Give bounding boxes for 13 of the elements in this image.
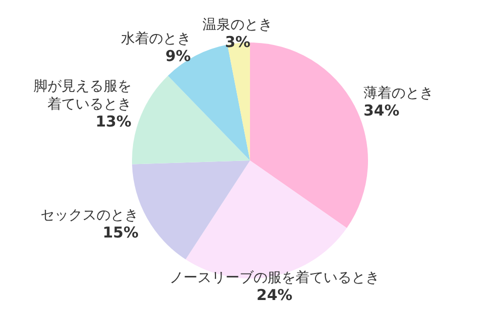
slice-label: セックスのとき	[40, 207, 138, 224]
data-label: 13%	[95, 112, 132, 130]
data-label: 9%	[165, 47, 191, 66]
data-label: 15%	[102, 223, 138, 242]
slice-label: ノースリーブの服を着ているとき	[169, 270, 380, 286]
slice-label: 薄着のとき	[363, 85, 434, 102]
pie-slice	[132, 76, 250, 164]
data-label: 24%	[256, 286, 292, 304]
slice-label: 水着のとき	[120, 31, 191, 48]
data-label: 34%	[363, 101, 400, 120]
slice-label: 温泉のとき	[202, 17, 273, 34]
slice-label: 脚が見える服を着ているとき	[33, 78, 132, 112]
data-label: 3%	[224, 33, 250, 52]
